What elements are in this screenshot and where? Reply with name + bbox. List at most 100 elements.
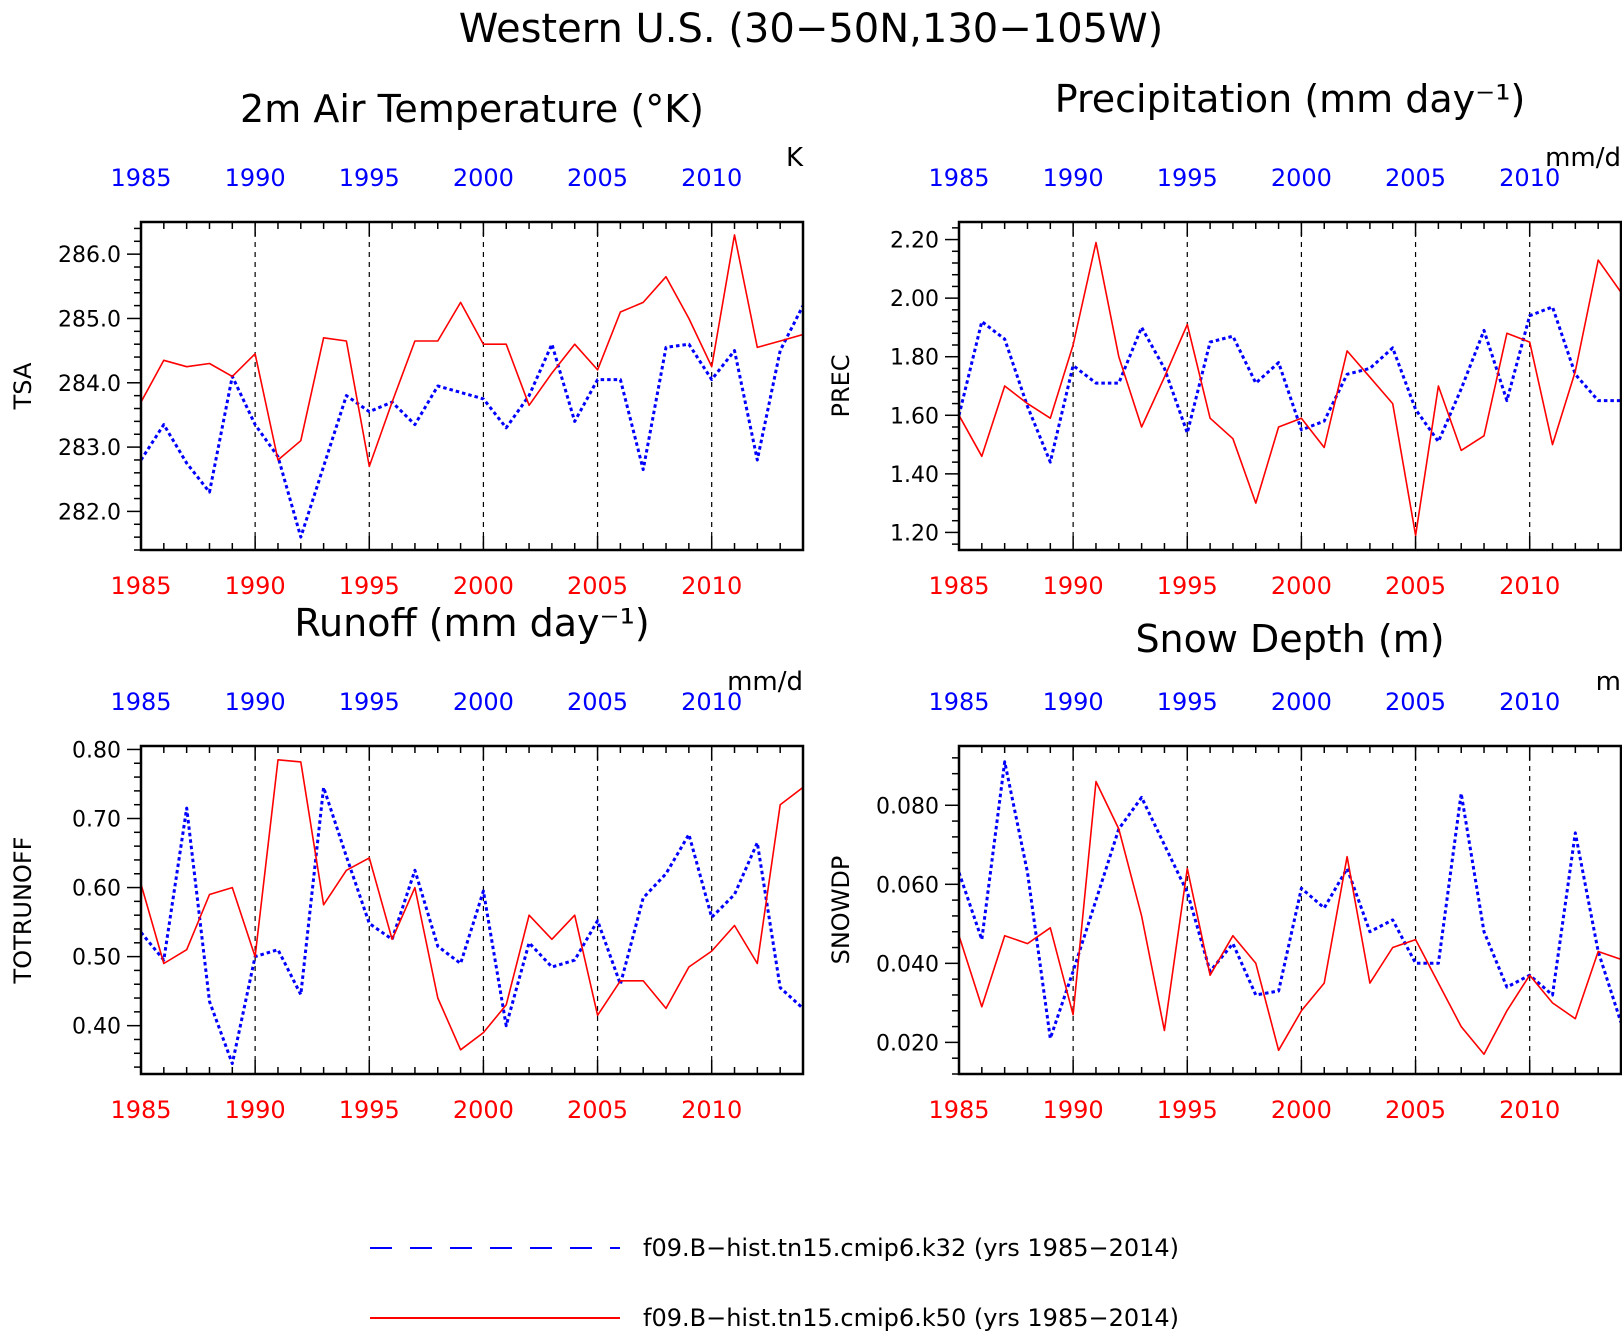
- units-label-tsa: K: [786, 143, 804, 173]
- x-tick-label-bottom-snowdp-4: 2005: [1385, 1096, 1446, 1124]
- y-tick-label-prec-4: 2.00: [890, 287, 939, 312]
- panel-title-tsa: 2m Air Temperature (°K): [240, 87, 704, 131]
- legend-label-k32: f09.B−hist.tn15.cmip6.k32 (yrs 1985−2014…: [643, 1234, 1179, 1262]
- series-line-snowdp-k50: [959, 780, 1621, 1055]
- x-tick-label-bottom-prec-0: 1985: [928, 572, 989, 600]
- x-tick-label-top-runoff-0: 1985: [110, 688, 171, 716]
- plot-frame-runoff: [139, 744, 805, 1076]
- x-tick-label-top-prec-0: 1985: [928, 164, 989, 192]
- y-tick-label-tsa-1: 283.0: [58, 436, 121, 461]
- panel-title-runoff: Runoff (mm day⁻¹): [294, 601, 649, 645]
- x-tick-label-bottom-prec-3: 2000: [1271, 572, 1332, 600]
- y-tick-label-prec-0: 1.20: [890, 521, 939, 546]
- x-tick-label-bottom-runoff-3: 2000: [453, 1096, 514, 1124]
- panel-title-prec: Precipitation (mm day⁻¹): [1055, 77, 1526, 121]
- y-axis-label-prec: PREC: [827, 354, 855, 417]
- series-line-prec-k32: [959, 305, 1621, 464]
- plot-frame-prec: [957, 220, 1622, 552]
- series-line-prec-k50: [959, 241, 1621, 537]
- legend-label-k50: f09.B−hist.tn15.cmip6.k50 (yrs 1985−2014…: [643, 1304, 1179, 1332]
- y-tick-label-prec-5: 2.20: [890, 229, 939, 254]
- y-tick-label-snowdp-2: 0.060: [876, 873, 939, 898]
- series-group-snowdp: [959, 760, 1621, 1055]
- x-tick-label-bottom-snowdp-2: 1995: [1157, 1096, 1218, 1124]
- x-tick-label-bottom-snowdp-5: 2010: [1499, 1096, 1560, 1124]
- x-tick-label-bottom-prec-2: 1995: [1157, 572, 1218, 600]
- x-tick-label-top-prec-2: 1995: [1157, 164, 1218, 192]
- series-group-tsa: [141, 234, 803, 539]
- panel-runoff: Runoff (mm day⁻¹) mm/d TOTRUNOFF 1985 1985 19…: [9, 601, 805, 1124]
- x-tick-label-bottom-prec-1: 1990: [1043, 572, 1104, 600]
- series-group-prec: [959, 241, 1621, 537]
- x-tick-label-top-tsa-0: 1985: [110, 164, 171, 192]
- x-tick-label-top-tsa-3: 2000: [453, 164, 514, 192]
- x-tick-label-top-runoff-1: 1990: [225, 688, 286, 716]
- x-tick-label-bottom-snowdp-0: 1985: [928, 1096, 989, 1124]
- y-axis-label-runoff: TOTRUNOFF: [9, 837, 37, 985]
- x-tick-label-top-snowdp-3: 2000: [1271, 688, 1332, 716]
- x-tick-label-top-prec-1: 1990: [1043, 164, 1104, 192]
- x-tick-label-top-prec-4: 2005: [1385, 164, 1446, 192]
- x-tick-label-bottom-tsa-4: 2005: [567, 572, 628, 600]
- y-tick-label-prec-1: 1.40: [890, 463, 939, 488]
- units-label-snowdp: m: [1596, 667, 1621, 697]
- x-tick-label-top-runoff-3: 2000: [453, 688, 514, 716]
- y-tick-label-snowdp-3: 0.080: [876, 794, 939, 819]
- y-tick-label-tsa-4: 286.0: [58, 243, 121, 268]
- panel-title-snowdp: Snow Depth (m): [1135, 617, 1444, 661]
- units-label-runoff: mm/d: [727, 667, 803, 697]
- x-tick-label-bottom-runoff-1: 1990: [225, 1096, 286, 1124]
- x-tick-label-top-snowdp-4: 2005: [1385, 688, 1446, 716]
- series-line-runoff-k32: [141, 785, 803, 1066]
- plot-frame-snowdp: [957, 744, 1622, 1076]
- x-tick-label-bottom-snowdp-1: 1990: [1043, 1096, 1104, 1124]
- panels: 2m Air Temperature (°K) K TSA 1985 1985 1990 1…: [9, 77, 1622, 1124]
- x-tick-label-bottom-prec-4: 2005: [1385, 572, 1446, 600]
- series-line-snowdp-k32: [959, 760, 1621, 1040]
- x-tick-label-top-tsa-4: 2005: [567, 164, 628, 192]
- y-tick-label-prec-3: 1.80: [890, 346, 939, 371]
- x-tick-label-bottom-snowdp-3: 2000: [1271, 1096, 1332, 1124]
- x-tick-label-top-snowdp-1: 1990: [1043, 688, 1104, 716]
- y-tick-label-tsa-3: 285.0: [58, 307, 121, 332]
- y-tick-label-runoff-1: 0.50: [72, 946, 121, 971]
- x-tick-label-top-prec-3: 2000: [1271, 164, 1332, 192]
- figure-title: Western U.S. (30−50N,130−105W): [459, 6, 1164, 52]
- x-tick-label-bottom-runoff-4: 2005: [567, 1096, 628, 1124]
- y-tick-label-runoff-2: 0.60: [72, 877, 121, 902]
- x-tick-label-top-runoff-2: 1995: [339, 688, 400, 716]
- x-tick-label-top-runoff-5: 2010: [681, 688, 742, 716]
- x-tick-label-bottom-runoff-2: 1995: [339, 1096, 400, 1124]
- y-tick-label-runoff-4: 0.80: [72, 738, 121, 763]
- x-tick-label-bottom-prec-5: 2010: [1499, 572, 1560, 600]
- x-tick-label-bottom-runoff-5: 2010: [681, 1096, 742, 1124]
- x-tick-label-top-prec-5: 2010: [1499, 164, 1560, 192]
- x-tick-label-bottom-tsa-3: 2000: [453, 572, 514, 600]
- y-tick-label-snowdp-0: 0.020: [876, 1031, 939, 1056]
- x-tick-label-bottom-tsa-5: 2010: [681, 572, 742, 600]
- x-tick-label-bottom-tsa-0: 1985: [110, 572, 171, 600]
- x-tick-label-bottom-runoff-0: 1985: [110, 1096, 171, 1124]
- series-group-runoff: [141, 758, 803, 1066]
- x-tick-label-top-tsa-1: 1990: [225, 164, 286, 192]
- y-tick-label-runoff-0: 0.40: [72, 1015, 121, 1040]
- y-tick-label-runoff-3: 0.70: [72, 808, 121, 833]
- y-tick-label-tsa-2: 284.0: [58, 372, 121, 397]
- panel-snowdp: Snow Depth (m) m SNOWDP 1985 1985 1990 1990 199…: [827, 617, 1622, 1124]
- y-axis-label-tsa: TSA: [9, 362, 37, 410]
- x-tick-label-top-snowdp-5: 2010: [1499, 688, 1560, 716]
- series-line-tsa-k32: [141, 304, 803, 539]
- legend: f09.B−hist.tn15.cmip6.k32 (yrs 1985−2014…: [370, 1234, 1179, 1332]
- y-axis-label-snowdp: SNOWDP: [827, 856, 855, 965]
- x-tick-label-top-tsa-5: 2010: [681, 164, 742, 192]
- plot-frame-tsa: [139, 220, 805, 552]
- y-tick-label-snowdp-1: 0.040: [876, 952, 939, 977]
- x-tick-label-bottom-tsa-1: 1990: [225, 572, 286, 600]
- y-tick-label-prec-2: 1.60: [890, 404, 939, 429]
- series-line-tsa-k50: [141, 234, 803, 468]
- panel-prec: Precipitation (mm day⁻¹) mm/d PREC 1985 1985…: [827, 77, 1622, 600]
- x-tick-label-top-snowdp-0: 1985: [928, 688, 989, 716]
- panel-tsa: 2m Air Temperature (°K) K TSA 1985 1985 1990 1…: [9, 87, 805, 600]
- x-tick-label-top-runoff-4: 2005: [567, 688, 628, 716]
